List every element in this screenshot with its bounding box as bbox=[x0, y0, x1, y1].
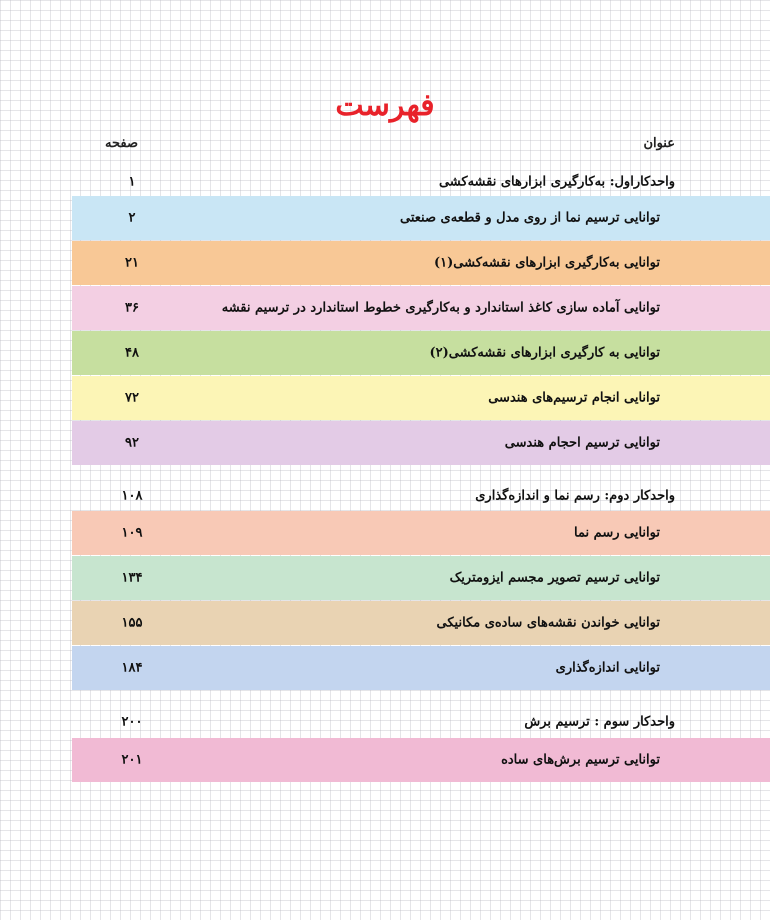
toc-entry-title: توانایی ترسیم برش‌های ساده bbox=[501, 752, 660, 768]
toc-entry-title: توانایی آماده سازی کاغذ استاندارد و به‌ک… bbox=[221, 300, 660, 316]
toc-entry-title: توانایی به‌کارگیری ابزارهای نقشه‌کشی(۱) bbox=[434, 255, 660, 271]
toc-entry-page: ۱۸۴ bbox=[121, 660, 143, 676]
toc-entry-page: ۲۰۰ bbox=[121, 714, 143, 730]
toc-item-row[interactable]: توانایی رسم نما ۱۰۹ bbox=[72, 511, 770, 555]
toc-item-row[interactable]: توانایی ترسیم احجام هندسی ۹۲ bbox=[72, 421, 770, 465]
toc-unit-row[interactable]: واحدکار دوم: رسم نما و اندازه‌گذاری ۱۰۸ bbox=[72, 474, 770, 518]
toc-entry-page: ۴۸ bbox=[125, 345, 139, 361]
toc-item-row[interactable]: توانایی ترسیم برش‌های ساده ۲۰۱ bbox=[72, 738, 770, 782]
toc-entry-title: واحدکاراول: به‌کارگیری ابزارهای نقشه‌کشی bbox=[438, 174, 675, 190]
toc-entry-title: توانایی ترسیم احجام هندسی bbox=[504, 435, 660, 451]
toc-entry-page: ۱۰۹ bbox=[121, 525, 143, 541]
toc-entry-title: توانایی خواندن نقشه‌های ساده‌ی مکانیکی bbox=[436, 615, 660, 631]
toc-unit-row[interactable]: واحدکاراول: به‌کارگیری ابزارهای نقشه‌کشی… bbox=[72, 160, 770, 204]
toc-entry-page: ۲۱ bbox=[125, 255, 139, 271]
toc-entry-title: توانایی به کارگیری ابزارهای نقشه‌کشی(۲) bbox=[429, 345, 660, 361]
title-column-header: عنوان bbox=[643, 136, 675, 151]
toc-entry-page: ۷۲ bbox=[125, 390, 139, 406]
toc-item-row[interactable]: توانایی ترسیم تصویر مجسم ایزومتریک ۱۳۴ bbox=[72, 556, 770, 600]
toc-entry-page: ۱۵۵ bbox=[121, 615, 143, 631]
toc-unit-row[interactable]: واحدکار سوم : ترسیم برش ۲۰۰ bbox=[72, 700, 770, 744]
toc-entry-title: توانایی رسم نما bbox=[574, 525, 660, 541]
toc-item-row[interactable]: توانایی ترسیم نما از روی مدل و قطعه‌ی صن… bbox=[72, 196, 770, 240]
toc-item-row[interactable]: توانایی آماده سازی کاغذ استاندارد و به‌ک… bbox=[72, 286, 770, 330]
toc-item-row[interactable]: توانایی به کارگیری ابزارهای نقشه‌کشی(۲) ۴… bbox=[72, 331, 770, 375]
page-column-header: صفحه bbox=[105, 136, 138, 151]
toc-entry-page: ۱۰۸ bbox=[121, 488, 143, 504]
toc-item-row[interactable]: توانایی اندازه‌گذاری ۱۸۴ bbox=[72, 646, 770, 690]
toc-entry-title: واحدکار دوم: رسم نما و اندازه‌گذاری bbox=[475, 488, 675, 504]
toc-entry-page: ۱۳۴ bbox=[121, 570, 143, 586]
toc-entry-page: ۳۶ bbox=[125, 300, 139, 316]
toc-entry-title: توانایی اندازه‌گذاری bbox=[555, 660, 660, 676]
toc-entry-title: توانایی ترسیم تصویر مجسم ایزومتریک bbox=[449, 570, 660, 586]
toc-entry-page: ۱ bbox=[128, 174, 136, 190]
toc-entry-page: ۲ bbox=[128, 210, 136, 226]
toc-entry-page: ۹۲ bbox=[125, 435, 139, 451]
toc-item-row[interactable]: توانایی خواندن نقشه‌های ساده‌ی مکانیکی ۱۵… bbox=[72, 601, 770, 645]
toc-entry-title: توانایی ترسیم نما از روی مدل و قطعه‌ی صن… bbox=[400, 210, 660, 226]
toc-item-row[interactable]: توانایی به‌کارگیری ابزارهای نقشه‌کشی(۱) ۲… bbox=[72, 241, 770, 285]
toc-item-row[interactable]: توانایی انجام ترسیم‌های هندسی ۷۲ bbox=[72, 376, 770, 420]
page-title: فهرست bbox=[335, 88, 435, 123]
toc-entry-title: توانایی انجام ترسیم‌های هندسی bbox=[488, 390, 660, 406]
toc-entry-title: واحدکار سوم : ترسیم برش bbox=[524, 714, 675, 730]
toc-entry-page: ۲۰۱ bbox=[121, 752, 143, 768]
